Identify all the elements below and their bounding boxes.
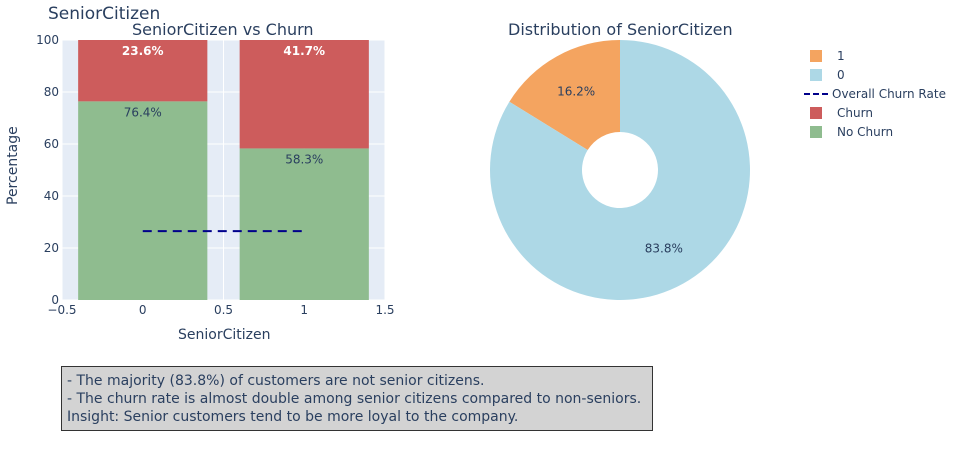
legend-swatch-icon bbox=[810, 49, 822, 62]
x-tick-label: 1 bbox=[300, 303, 308, 317]
legend-item[interactable]: No Churn bbox=[810, 122, 946, 141]
y-tick-label: 20 bbox=[44, 241, 59, 255]
bar-churn-1 bbox=[239, 40, 369, 149]
insight-box: - The majority (83.8%) of customers are … bbox=[61, 366, 653, 431]
pie-slice-0 bbox=[490, 40, 750, 301]
x-tick-label: 0 bbox=[139, 303, 147, 317]
legend-item[interactable]: 1 bbox=[810, 46, 946, 65]
legend-swatch-icon bbox=[810, 106, 822, 119]
pie-chart-title: Distribution of SeniorCitizen bbox=[508, 20, 733, 39]
legend-item[interactable]: Overall Churn Rate bbox=[804, 84, 946, 103]
y-tick-label: 40 bbox=[44, 189, 59, 203]
bar-data-label: 23.6% bbox=[122, 44, 164, 58]
x-tick-label: 1.5 bbox=[375, 303, 394, 317]
legend: 1 0 Overall Churn Rate Churn No Churn bbox=[804, 46, 946, 141]
y-tick-label: 100 bbox=[36, 33, 59, 47]
bar-data-label: 41.7% bbox=[283, 44, 325, 58]
pie-slice-1 bbox=[509, 39, 620, 151]
page-title: SeniorCitizen bbox=[48, 4, 161, 24]
x-tick-label: −0.5 bbox=[47, 303, 76, 317]
pie-chart: 16.2% 83.8% bbox=[490, 39, 750, 301]
insight-line: - The majority (83.8%) of customers are … bbox=[67, 373, 485, 389]
bar-no-churn-0 bbox=[78, 101, 208, 300]
y-tick-label: 60 bbox=[44, 137, 59, 151]
bar-no-churn-1 bbox=[239, 148, 369, 300]
x-tick-label: 0.5 bbox=[214, 303, 233, 317]
legend-dash-icon bbox=[804, 92, 828, 95]
legend-label: 1 bbox=[837, 48, 845, 63]
legend-label: Overall Churn Rate bbox=[832, 86, 946, 101]
insight-line: - The churn rate is almost double among … bbox=[67, 391, 642, 407]
legend-label: 0 bbox=[837, 67, 845, 82]
legend-label: Churn bbox=[837, 105, 873, 120]
legend-swatch-icon bbox=[810, 125, 822, 138]
legend-label: No Churn bbox=[837, 124, 894, 139]
bar-churn-0 bbox=[78, 40, 208, 102]
pie-slice-label: 16.2% bbox=[557, 84, 595, 98]
x-axis-label: SeniorCitizen bbox=[178, 327, 271, 343]
y-tick-label: 0 bbox=[51, 293, 59, 307]
legend-swatch-icon bbox=[810, 68, 822, 81]
insight-line: Insight: Senior customers tend to be mor… bbox=[67, 409, 519, 425]
bar-data-label: 58.3% bbox=[285, 152, 323, 166]
legend-item[interactable]: 0 bbox=[810, 65, 946, 84]
bar-data-label: 76.4% bbox=[124, 105, 162, 119]
bar-chart-title: SeniorCitizen vs Churn bbox=[132, 20, 314, 39]
y-tick-label: 80 bbox=[44, 85, 59, 99]
legend-item[interactable]: Churn bbox=[810, 103, 946, 122]
pie-slice-label: 83.8% bbox=[645, 242, 683, 256]
